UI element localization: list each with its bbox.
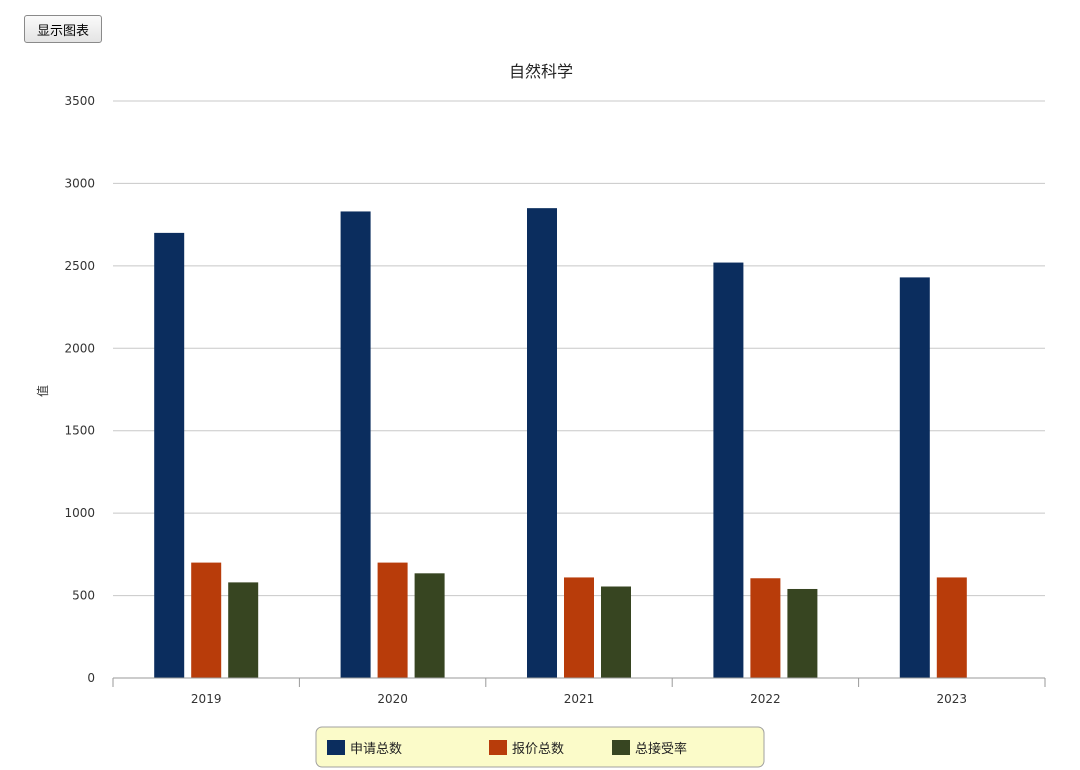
bar <box>899 277 930 678</box>
y-tick-label: 3500 <box>64 94 95 108</box>
legend-swatch <box>327 740 345 755</box>
x-tick-label: 2023 <box>937 692 968 706</box>
y-tick-label: 3000 <box>64 176 95 190</box>
bar <box>564 577 594 678</box>
x-tick-label: 2022 <box>750 692 781 706</box>
legend-label: 申请总数 <box>350 742 402 757</box>
x-axis <box>112 677 1046 687</box>
gridlines <box>113 100 1045 597</box>
legend-label: 总接受率 <box>635 741 687 757</box>
x-tick-label: 2021 <box>564 692 595 706</box>
bar <box>527 208 557 678</box>
legend-label: 报价总数 <box>512 742 564 757</box>
bar <box>601 586 631 678</box>
bars <box>154 208 967 678</box>
legend: 申请总数 报价总数 总接受率 <box>315 726 765 768</box>
bar <box>787 588 818 678</box>
bar <box>340 211 371 678</box>
legend-box <box>315 726 765 768</box>
bar <box>936 577 967 678</box>
y-axis-label: 值 <box>35 385 50 397</box>
y-axis-ticks: 0 500 1000 1500 2000 2500 3000 3500 <box>64 94 95 685</box>
y-tick-label: 500 <box>72 589 95 603</box>
y-tick-label: 1500 <box>64 424 95 438</box>
legend-swatch <box>489 740 507 755</box>
bar <box>228 582 259 678</box>
x-tick-label: 2019 <box>191 692 222 706</box>
show-chart-button[interactable]: 显示图表 <box>24 15 102 43</box>
bar <box>191 562 222 678</box>
bar <box>414 573 445 678</box>
y-tick-label: 2500 <box>64 259 95 273</box>
x-tick-label: 2020 <box>377 692 408 706</box>
bar <box>154 232 185 678</box>
bar <box>713 262 744 678</box>
x-axis-ticks: 2019 2020 2021 2022 2023 <box>191 692 967 706</box>
chart-title: 自然科学 <box>509 62 573 81</box>
y-tick-label: 1000 <box>64 506 95 520</box>
legend-swatch <box>612 740 630 755</box>
bar <box>377 562 408 678</box>
bar <box>750 578 781 678</box>
y-tick-label: 2000 <box>64 341 95 355</box>
y-tick-label: 0 <box>87 671 95 685</box>
